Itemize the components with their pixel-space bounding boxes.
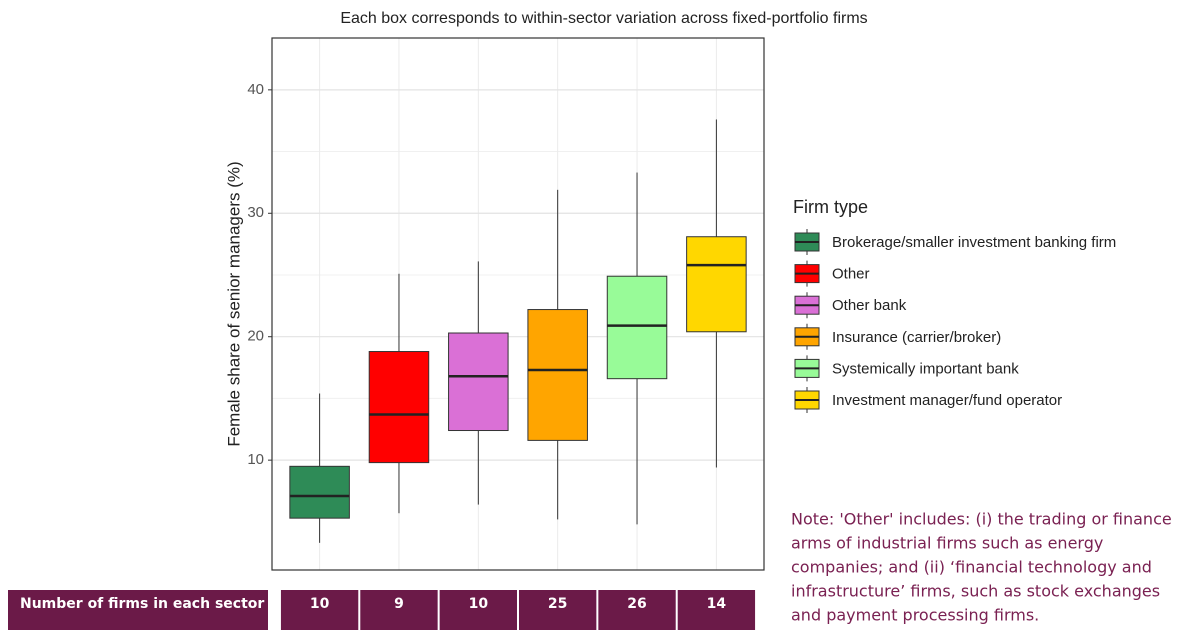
legend-label: Insurance (carrier/broker): [832, 329, 1001, 346]
legend-label: Systemically important bank: [832, 360, 1019, 377]
table-count: 25: [548, 596, 567, 612]
legend-label: Investment manager/fund operator: [832, 392, 1062, 409]
legend-label: Brokerage/smaller investment banking fir…: [832, 234, 1116, 251]
table-count: 9: [394, 596, 404, 612]
note-line: and payment processing firms.: [791, 606, 1039, 625]
table-header: Number of firms in each sector: [20, 596, 264, 612]
legend-label: Other bank: [832, 297, 907, 314]
box: [368, 351, 430, 464]
table-cell: [360, 590, 438, 630]
note-line: Note: 'Other' includes: (i) the trading …: [791, 510, 1172, 529]
y-tick-label: 20: [247, 328, 264, 345]
y-tick-label: 30: [247, 204, 264, 221]
table-count: 26: [627, 596, 646, 612]
box: [527, 309, 588, 441]
table-cell: [677, 590, 756, 630]
box: [448, 332, 509, 432]
note-line: arms of industrial firms such as energy: [791, 534, 1103, 553]
y-tick-label: 40: [247, 81, 264, 98]
chart-title: Each box corresponds to within-sector va…: [340, 10, 867, 27]
table-cell: [598, 590, 676, 630]
legend-title: Firm type: [793, 197, 868, 217]
table-count: 14: [707, 596, 727, 612]
note-line: companies; and (ii) ‘financial technolog…: [791, 558, 1152, 577]
y-tick-label: 10: [247, 451, 264, 468]
box: [606, 275, 668, 380]
legend-label: Other: [832, 266, 870, 283]
table-count: 10: [469, 596, 489, 612]
table-header-cell: [8, 590, 268, 630]
y-axis-label: Female share of senior managers (%): [224, 161, 243, 446]
plot-border: [271, 37, 765, 571]
note-line: infrastructure’ firms, such as stock exc…: [791, 582, 1160, 601]
box: [289, 465, 350, 519]
table-cell: [280, 590, 359, 630]
table-cell: [519, 590, 597, 630]
table-cell: [439, 590, 517, 630]
table-count: 10: [310, 596, 330, 612]
box: [686, 236, 747, 333]
